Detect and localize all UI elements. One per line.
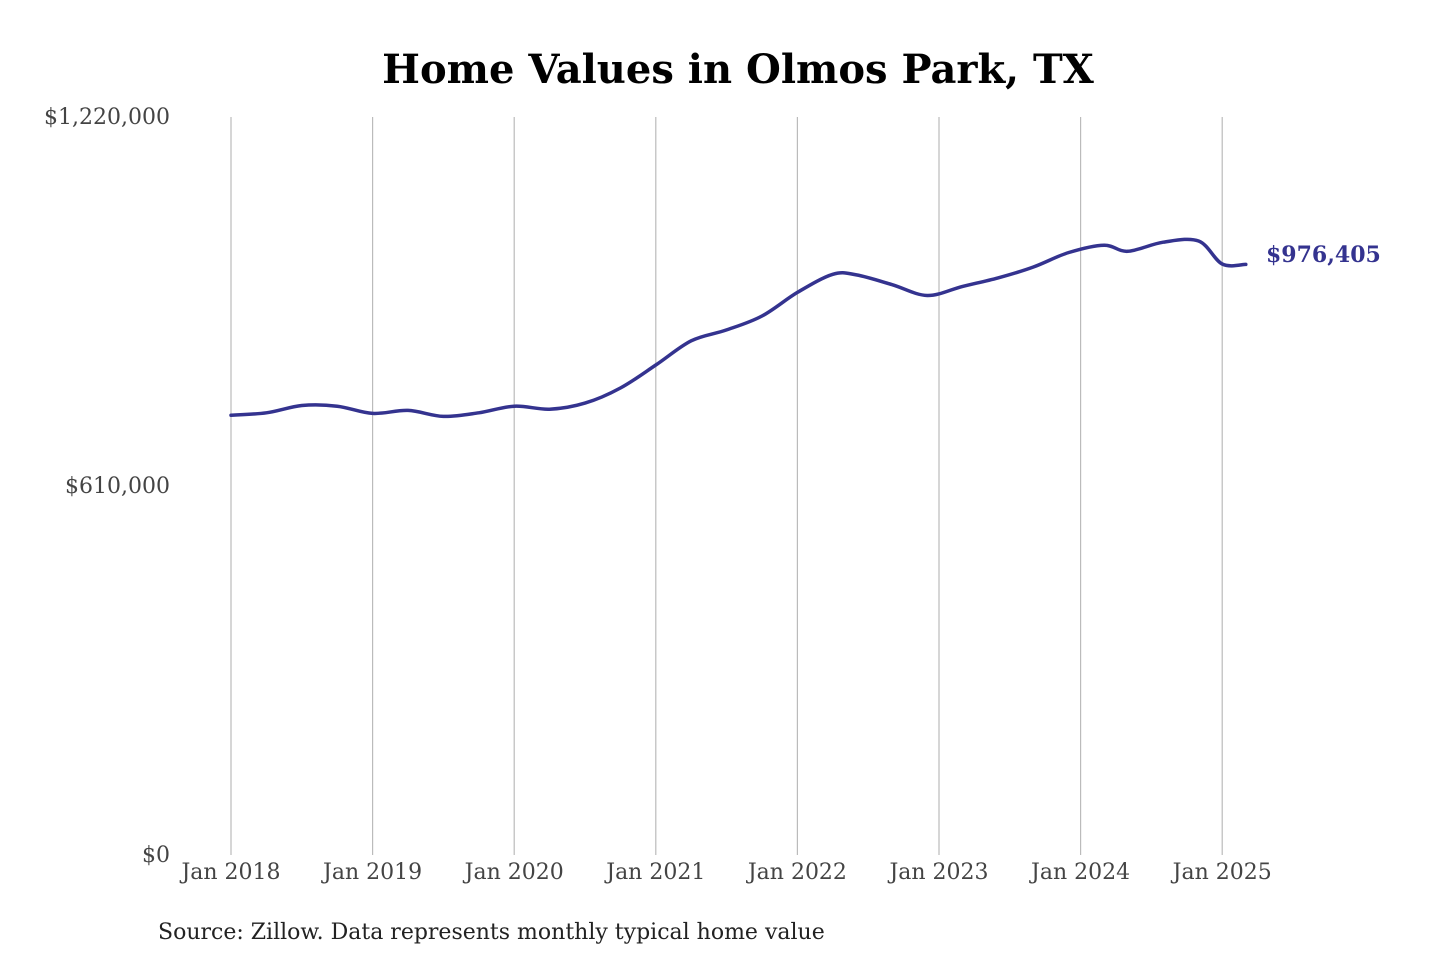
x-tick-label: Jan 2020: [463, 860, 564, 885]
series-line: [229, 237, 1248, 419]
y-tick-label: $610,000: [65, 474, 170, 499]
x-tick-label: Jan 2022: [746, 860, 847, 885]
y-tick-label: $1,220,000: [44, 105, 170, 130]
grid-layer: [230, 117, 1223, 855]
source-note: Source: Zillow. Data represents monthly …: [158, 920, 825, 945]
chart-title: Home Values in Olmos Park, TX: [382, 46, 1094, 93]
y-tick-label: $0: [142, 843, 170, 868]
x-tick-label: Jan 2018: [179, 860, 280, 885]
x-tick-label: Jan 2025: [1171, 860, 1272, 885]
x-axis: Jan 2018 Jan 2019 Jan 2020 Jan 2021 Jan 2022…: [179, 860, 1271, 885]
x-tick-label: Jan 2019: [321, 860, 422, 885]
y-axis: $0 $610,000 $1,220,000: [44, 105, 170, 868]
x-tick-label: Jan 2023: [887, 860, 988, 885]
x-tick-label: Jan 2021: [604, 860, 705, 885]
x-tick-label: Jan 2024: [1029, 860, 1130, 885]
end-value-label: $976,405: [1266, 242, 1381, 268]
